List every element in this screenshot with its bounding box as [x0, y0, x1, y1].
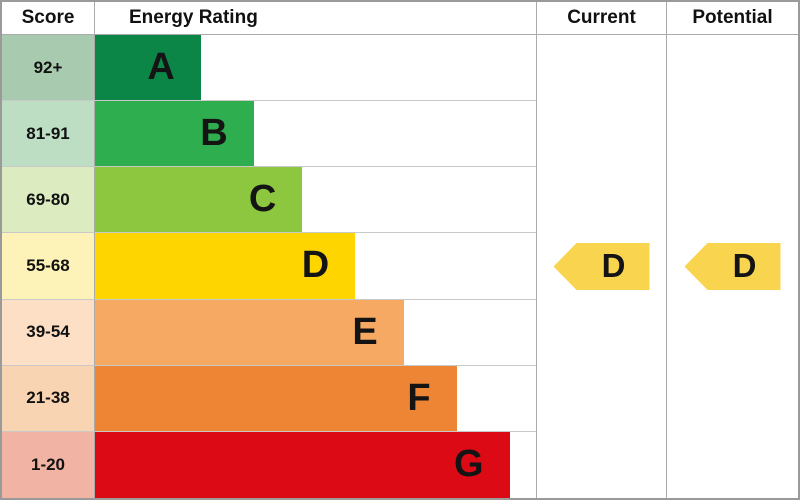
- band-c-current-cell: [536, 167, 666, 234]
- band-f-bar-cell: F: [95, 365, 536, 432]
- band-d-potential-cell: D: [666, 233, 798, 300]
- band-d-bar: D: [95, 233, 356, 299]
- band-a-potential-cell: [666, 35, 798, 102]
- band-e-current-cell: [536, 299, 666, 366]
- band-g-score: 1-20: [2, 431, 95, 498]
- band-f-potential-cell: [666, 365, 798, 432]
- band-e-potential-cell: [666, 299, 798, 366]
- band-b-potential-cell: [666, 101, 798, 168]
- band-d-bar-cell: D: [95, 233, 536, 300]
- energy-rating-column-header: Energy Rating: [95, 2, 536, 35]
- current-column-header: Current: [536, 2, 666, 35]
- band-g-bar-cell: G: [95, 431, 536, 498]
- band-f-current-cell: [536, 365, 666, 432]
- band-e-bar-cell: E: [95, 299, 536, 366]
- band-g-current-cell: [536, 431, 666, 498]
- potential-rating-arrow: D: [684, 242, 781, 290]
- band-b-score: 81-91: [2, 101, 95, 168]
- band-e-bar: E: [95, 299, 404, 365]
- band-e-score: 39-54: [2, 299, 95, 366]
- band-c-potential-cell: [666, 167, 798, 234]
- potential-column-header: Potential: [666, 2, 798, 35]
- band-f-score: 21-38: [2, 365, 95, 432]
- band-g-bar: G: [95, 431, 510, 498]
- score-column-header: Score: [2, 2, 95, 35]
- band-f-bar: F: [95, 365, 457, 431]
- band-a-current-cell: [536, 35, 666, 102]
- current-rating-arrow: D: [553, 242, 650, 290]
- band-c-score: 69-80: [2, 167, 95, 234]
- band-c-bar-cell: C: [95, 167, 536, 234]
- band-a-bar: A: [95, 35, 201, 101]
- band-c-bar: C: [95, 167, 303, 233]
- band-d-score: 55-68: [2, 233, 95, 300]
- band-a-bar-cell: A: [95, 35, 536, 102]
- band-b-bar-cell: B: [95, 101, 536, 168]
- band-b-current-cell: [536, 101, 666, 168]
- band-b-bar: B: [95, 101, 254, 167]
- band-g-potential-cell: [666, 431, 798, 498]
- band-a-score: 92+: [2, 35, 95, 102]
- band-d-current-cell: D: [536, 233, 666, 300]
